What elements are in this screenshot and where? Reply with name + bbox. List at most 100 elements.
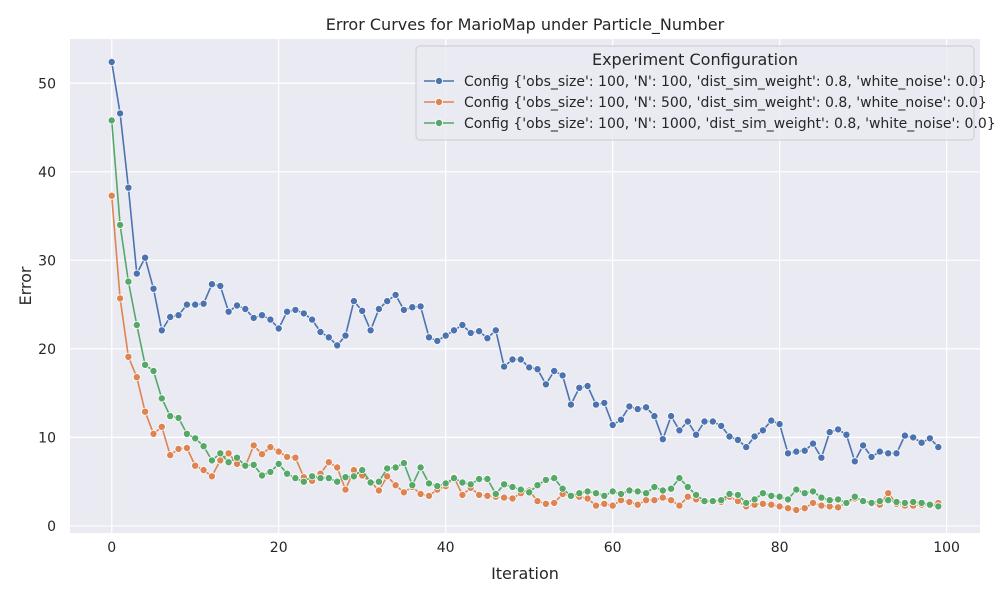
x-axis-label: Iteration xyxy=(491,564,559,583)
data-point xyxy=(449,326,458,335)
data-point xyxy=(408,303,417,312)
data-point xyxy=(266,467,275,476)
data-point xyxy=(917,438,926,447)
data-point xyxy=(483,474,492,483)
data-point xyxy=(157,394,166,403)
x-tick-label: 0 xyxy=(107,540,116,556)
data-point xyxy=(525,488,534,497)
data-point xyxy=(750,432,759,441)
x-tick-label: 20 xyxy=(270,540,288,556)
data-point xyxy=(658,435,667,444)
data-point xyxy=(767,416,776,425)
data-point xyxy=(775,502,784,511)
data-point xyxy=(199,466,208,475)
data-point xyxy=(207,456,216,465)
data-point xyxy=(216,456,225,465)
data-point xyxy=(157,422,166,431)
data-point xyxy=(274,447,283,456)
data-point xyxy=(650,482,659,491)
data-point xyxy=(592,489,601,498)
data-point xyxy=(800,446,809,455)
data-point xyxy=(466,328,475,337)
data-point xyxy=(257,311,266,320)
data-point xyxy=(416,489,425,498)
data-point xyxy=(725,432,734,441)
data-point xyxy=(391,290,400,299)
series-line xyxy=(110,120,939,508)
data-point xyxy=(149,366,158,375)
legend-title: Experiment Configuration xyxy=(592,50,798,69)
data-point xyxy=(458,478,467,487)
legend-item: Config {'obs_size': 100, 'N': 500, 'dist… xyxy=(424,95,987,111)
data-point xyxy=(199,442,208,451)
data-point xyxy=(124,183,133,192)
data-point xyxy=(583,494,592,503)
data-point xyxy=(291,474,300,483)
data-point xyxy=(617,415,626,424)
data-point xyxy=(399,459,408,468)
data-point xyxy=(708,497,717,506)
data-point xyxy=(341,331,350,340)
data-point xyxy=(241,304,250,313)
legend-swatch-marker xyxy=(434,119,443,128)
data-point xyxy=(733,435,742,444)
data-point xyxy=(834,503,843,512)
data-point xyxy=(149,284,158,293)
data-point xyxy=(884,449,893,458)
data-point xyxy=(625,497,634,506)
data-point xyxy=(859,497,868,506)
data-point xyxy=(825,496,834,505)
data-point xyxy=(692,430,701,439)
data-point xyxy=(558,484,567,493)
data-point xyxy=(349,297,358,306)
data-point xyxy=(374,304,383,313)
data-point xyxy=(182,443,191,452)
data-point xyxy=(575,383,584,392)
data-point xyxy=(391,463,400,472)
data-point xyxy=(257,471,266,480)
y-tick-label: 20 xyxy=(38,342,56,358)
data-point xyxy=(892,497,901,506)
data-point xyxy=(107,58,116,67)
data-point xyxy=(625,486,634,495)
data-point xyxy=(817,453,826,462)
data-point xyxy=(809,487,818,496)
data-point xyxy=(249,313,258,322)
data-point xyxy=(191,434,200,443)
data-point xyxy=(592,501,601,510)
data-point xyxy=(107,191,116,200)
legend-item: Config {'obs_size': 100, 'N': 100, 'dist… xyxy=(424,74,987,90)
data-point xyxy=(558,371,567,380)
data-point xyxy=(683,417,692,426)
data-point xyxy=(533,497,542,506)
legend-label: Config {'obs_size': 100, 'N': 500, 'dist… xyxy=(464,95,987,111)
data-point xyxy=(358,306,367,315)
data-point xyxy=(266,443,275,452)
data-point xyxy=(358,466,367,475)
data-point xyxy=(266,315,275,324)
data-point xyxy=(458,320,467,329)
legend: Experiment Configuration Config {'obs_si… xyxy=(415,45,996,141)
data-point xyxy=(383,464,392,473)
x-tick-label: 60 xyxy=(604,540,622,556)
data-point xyxy=(441,331,450,340)
data-point xyxy=(224,449,233,458)
data-point xyxy=(925,434,934,443)
data-point xyxy=(809,439,818,448)
data-point xyxy=(424,479,433,488)
data-point xyxy=(859,441,868,450)
data-point xyxy=(667,412,676,421)
data-point xyxy=(366,326,375,335)
data-point xyxy=(182,300,191,309)
data-point xyxy=(408,481,417,490)
data-point xyxy=(124,352,133,361)
data-point xyxy=(174,444,183,453)
data-point xyxy=(491,489,500,498)
data-point xyxy=(232,301,241,310)
y-tick-label: 10 xyxy=(38,430,56,446)
data-point xyxy=(600,491,609,500)
data-point xyxy=(892,449,901,458)
data-point xyxy=(441,479,450,488)
data-point xyxy=(875,447,884,456)
